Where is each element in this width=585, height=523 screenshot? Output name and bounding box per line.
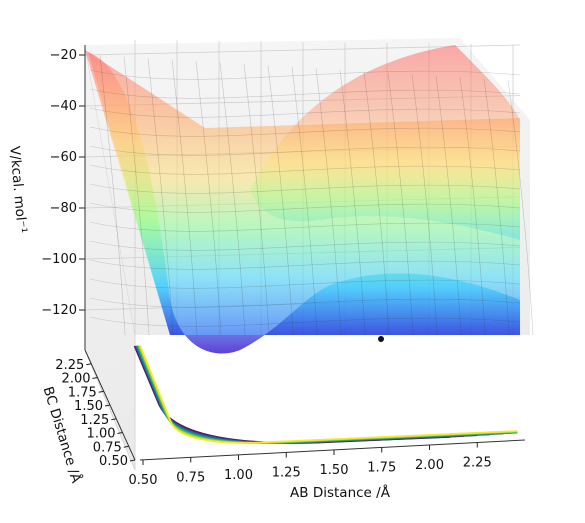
x-tick-label: 1.50 <box>320 463 349 478</box>
y-axis: 0.500.751.001.251.501.752.002.25 <box>55 349 136 469</box>
y-tick <box>111 418 117 421</box>
z-tick-label: −80 <box>50 201 77 216</box>
mesh-line <box>89 316 521 327</box>
y-tick-label: 1.25 <box>80 413 109 428</box>
mesh-line <box>387 72 414 336</box>
y-tick <box>98 390 104 393</box>
mesh-line <box>339 69 366 336</box>
y-tick-label: 1.50 <box>74 399 103 414</box>
contour-line <box>135 345 517 444</box>
mesh-line <box>243 63 270 336</box>
mesh-line <box>89 259 521 270</box>
mesh-line <box>315 68 342 336</box>
mesh-line <box>171 59 198 336</box>
contour-line <box>138 345 518 444</box>
x-axis-title: AB Distance /Å <box>290 484 391 501</box>
mesh-line <box>89 221 521 232</box>
y-tick <box>123 445 129 448</box>
x-axis-line <box>139 439 526 461</box>
z-tick-label: −40 <box>50 99 77 114</box>
mesh-line <box>89 164 521 175</box>
contour-line <box>135 345 504 444</box>
mesh-line <box>219 62 246 336</box>
mesh-line <box>435 75 462 336</box>
mesh-line <box>89 240 521 251</box>
x-tick-label: 1.75 <box>367 461 396 476</box>
y-tick-label: 2.00 <box>62 372 91 387</box>
x-tick-label: 1.00 <box>224 468 253 483</box>
contour-line <box>138 345 518 444</box>
y-tick <box>117 432 123 434</box>
mesh-line <box>89 145 521 156</box>
z-axis: −20 −40 −60 −80 −100 −120 <box>41 45 86 350</box>
mesh-line <box>507 80 534 336</box>
y-tick <box>86 363 92 366</box>
mesh-line <box>89 107 521 118</box>
mesh-line <box>99 54 126 336</box>
contour-line <box>136 345 518 444</box>
contour-line <box>139 345 517 444</box>
x-tick-label: 0.75 <box>176 471 205 486</box>
potential-surface <box>85 45 534 354</box>
mesh-line <box>89 297 521 308</box>
mesh-line <box>459 77 486 336</box>
mesh-line <box>267 65 294 336</box>
y-tick <box>129 459 136 462</box>
mesh-line <box>291 66 318 336</box>
mesh-line <box>411 74 438 336</box>
z-tick-label: −60 <box>50 150 77 165</box>
contour-line <box>136 345 518 444</box>
marker-point <box>378 336 384 342</box>
contour-line <box>137 345 518 444</box>
floor-contours <box>133 345 518 444</box>
x-tick-label: 0.50 <box>129 473 158 488</box>
z-tick-label: −120 <box>41 303 77 318</box>
y-tick-label: 1.00 <box>87 427 116 442</box>
z-tick-label: −20 <box>50 48 77 63</box>
contour-line <box>134 345 477 444</box>
contour-line <box>137 345 518 444</box>
y-tick-label: 0.50 <box>99 454 128 469</box>
mesh-line <box>123 56 150 336</box>
z-axis-title: V/kcal. mol⁻¹ <box>6 145 30 233</box>
y-tick <box>104 404 111 407</box>
mesh-line <box>89 183 521 194</box>
contour-line <box>139 345 517 444</box>
mesh-line <box>195 60 222 336</box>
x-tick-label: 1.25 <box>272 466 301 481</box>
y-tick-label: 0.75 <box>93 440 122 455</box>
y-tick <box>92 377 98 379</box>
mesh-line <box>89 69 521 80</box>
z-tick-label: −100 <box>41 252 77 267</box>
x-tick-label: 2.00 <box>415 458 444 473</box>
y-tick-label: 1.75 <box>68 385 97 400</box>
mesh-line <box>89 126 521 137</box>
x-axis: 0.50 0.75 1.00 1.25 1.50 1.75 2.00 2.25 <box>129 439 526 488</box>
mesh-line <box>147 57 174 336</box>
mesh-line <box>89 202 521 213</box>
x-tick-label: 2.25 <box>463 456 492 471</box>
surface-dome-layer <box>250 45 520 240</box>
mesh-line <box>363 71 390 336</box>
mesh-line <box>89 88 521 99</box>
y-tick-label: 2.25 <box>55 358 84 373</box>
mesh-line <box>89 278 521 289</box>
surface-mesh <box>89 54 534 336</box>
mesh-line <box>483 78 510 336</box>
surface-valley-layer <box>88 52 520 354</box>
